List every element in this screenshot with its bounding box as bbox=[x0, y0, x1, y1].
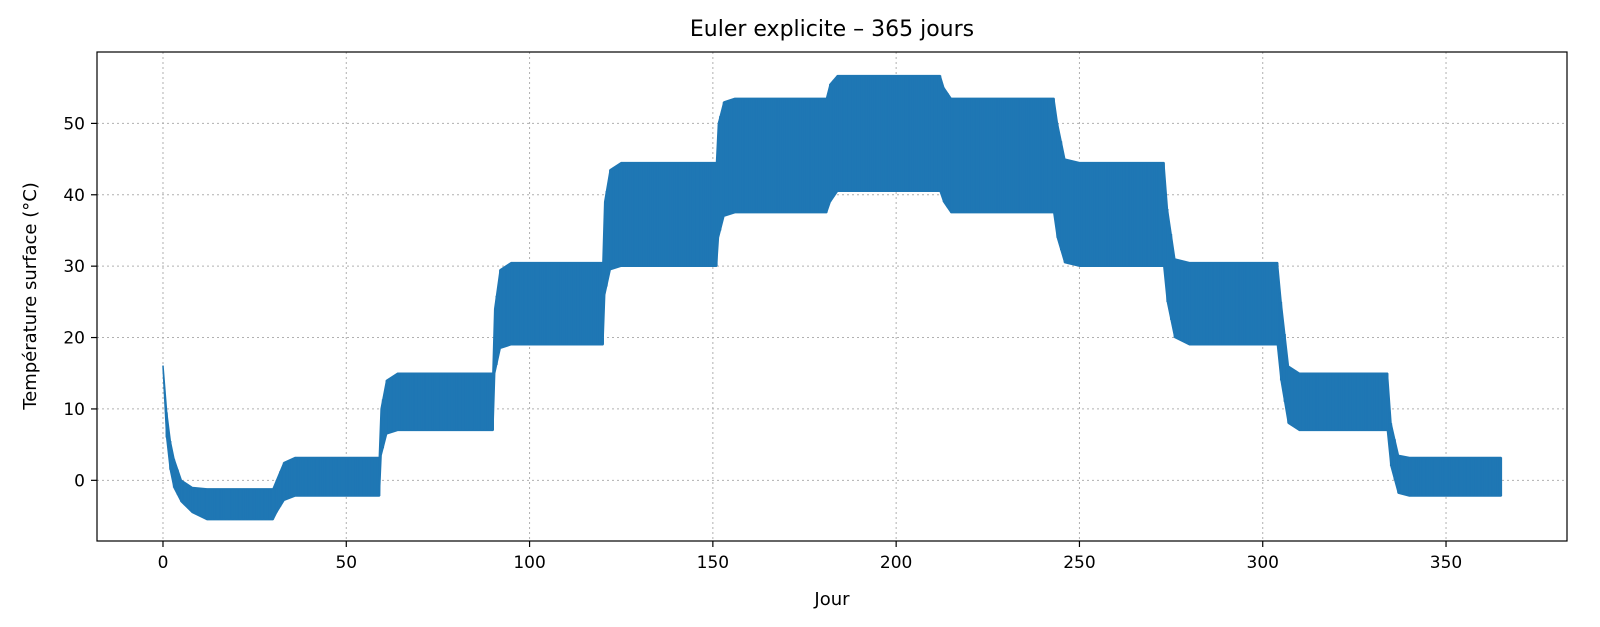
data-layer bbox=[162, 74, 1503, 521]
chart-title: Euler explicite – 365 jours bbox=[690, 17, 974, 42]
y-tick-label: 0 bbox=[74, 471, 85, 491]
y-tick-label: 50 bbox=[63, 114, 85, 134]
x-tick-label: 50 bbox=[335, 553, 357, 573]
x-tick-label: 200 bbox=[880, 553, 912, 573]
x-axis-label: Jour bbox=[813, 589, 850, 610]
y-tick-label: 20 bbox=[63, 329, 85, 349]
y-tick-label: 10 bbox=[63, 400, 85, 420]
tick-layer: 0 50 100 150 200 250 300 350 0 10 20 30 40 50 bbox=[63, 114, 1462, 573]
x-tick-label: 0 bbox=[158, 553, 169, 573]
plot-frame bbox=[96, 51, 1568, 542]
x-tick-label: 250 bbox=[1063, 553, 1095, 573]
y-tick-label: 40 bbox=[63, 186, 85, 206]
y-axis-label: Température surface (°C) bbox=[20, 182, 41, 411]
x-tick-label: 350 bbox=[1430, 553, 1462, 573]
x-tick-label: 100 bbox=[513, 553, 545, 573]
series-envelope bbox=[162, 74, 1502, 521]
x-tick-label: 150 bbox=[697, 553, 729, 573]
x-tick-label: 300 bbox=[1247, 553, 1279, 573]
y-tick-label: 30 bbox=[63, 257, 85, 277]
